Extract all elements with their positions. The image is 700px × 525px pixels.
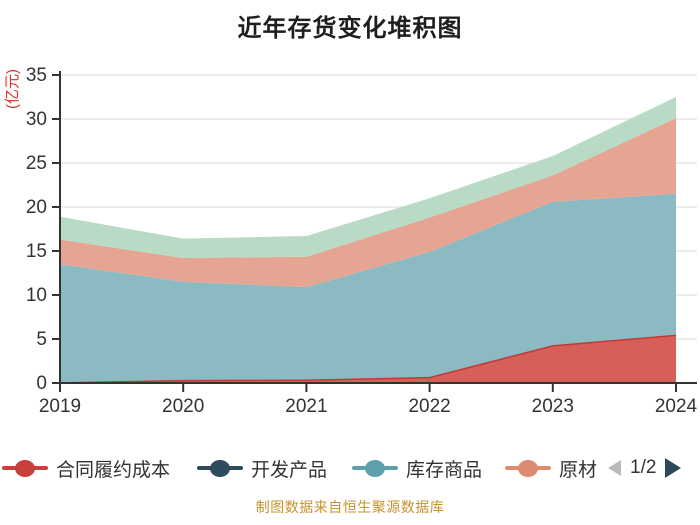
legend-item-contract-cost[interactable]: 合同履约成本 xyxy=(2,450,170,486)
legend-marker-icon xyxy=(2,459,48,477)
area-band-合同履约成本 xyxy=(60,334,676,383)
legend-item-label: 合同履约成本 xyxy=(56,459,171,481)
legend-item-label: 开发产品 xyxy=(251,459,328,481)
legend-page-indicator: 1/2 xyxy=(630,457,657,478)
y-tick-label: 20 xyxy=(26,197,47,218)
x-tick-label: 2024 xyxy=(655,396,698,417)
data-source-note: 制图数据来自恒生聚源数据库 xyxy=(255,499,445,515)
legend-item-label: 原材 xyxy=(559,459,597,481)
legend-item-developed-products[interactable]: 开发产品 xyxy=(197,450,327,486)
y-tick-label: 10 xyxy=(26,285,47,306)
legend-pager: 1/2 xyxy=(608,450,682,486)
x-tick-label: 2023 xyxy=(532,396,574,417)
stacked-area-chart: 0 5 10 15 20 25 30 35 2019 2020 2021 2022 2023 2024 xyxy=(26,65,698,417)
chart-title: 近年存货变化堆积图 xyxy=(237,15,463,42)
area-band-库存商品 xyxy=(60,193,676,383)
legend-item-stock-goods[interactable]: 库存商品 xyxy=(352,450,482,486)
legend-marker-icon xyxy=(197,459,243,477)
legend-marker-icon xyxy=(352,459,398,477)
x-tick-label: 2019 xyxy=(39,396,81,417)
y-tick-label: 0 xyxy=(36,373,47,394)
legend: 合同履约成本 开发产品 库存商品 原材 1/2 xyxy=(0,450,700,486)
y-tick-label: 35 xyxy=(26,65,47,86)
legend-item-raw-materials[interactable]: 原材 xyxy=(505,450,597,486)
legend-next-page-icon[interactable] xyxy=(665,458,682,478)
y-tick-label: 25 xyxy=(26,153,47,174)
area-band-原材 xyxy=(60,118,676,288)
area-band-unlabeled-4 xyxy=(60,97,676,259)
y-tick-label: 15 xyxy=(26,241,47,262)
y-tick-label: 30 xyxy=(26,109,47,130)
x-tick-label: 2022 xyxy=(408,396,450,417)
y-axis-unit-label: (亿元) xyxy=(3,69,21,109)
x-tick-label: 2020 xyxy=(162,396,204,417)
x-tick-label: 2021 xyxy=(285,396,327,417)
legend-item-label: 库存商品 xyxy=(406,459,483,481)
legend-marker-icon xyxy=(505,459,551,477)
legend-prev-page-icon[interactable] xyxy=(608,460,621,476)
y-tick-label: 5 xyxy=(36,329,47,350)
